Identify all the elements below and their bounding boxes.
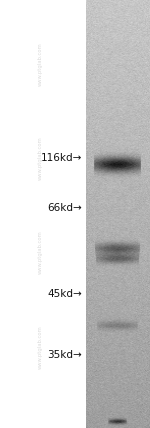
Text: 116kd→: 116kd→ (40, 152, 82, 163)
Text: 45kd→: 45kd→ (47, 288, 82, 299)
Text: 66kd→: 66kd→ (47, 203, 82, 214)
Text: 35kd→: 35kd→ (47, 350, 82, 360)
Text: www.ptglab.com: www.ptglab.com (38, 42, 43, 86)
Text: www.ptglab.com: www.ptglab.com (38, 137, 43, 180)
Text: www.ptglab.com: www.ptglab.com (38, 231, 43, 274)
Text: www.ptglab.com: www.ptglab.com (38, 325, 43, 369)
